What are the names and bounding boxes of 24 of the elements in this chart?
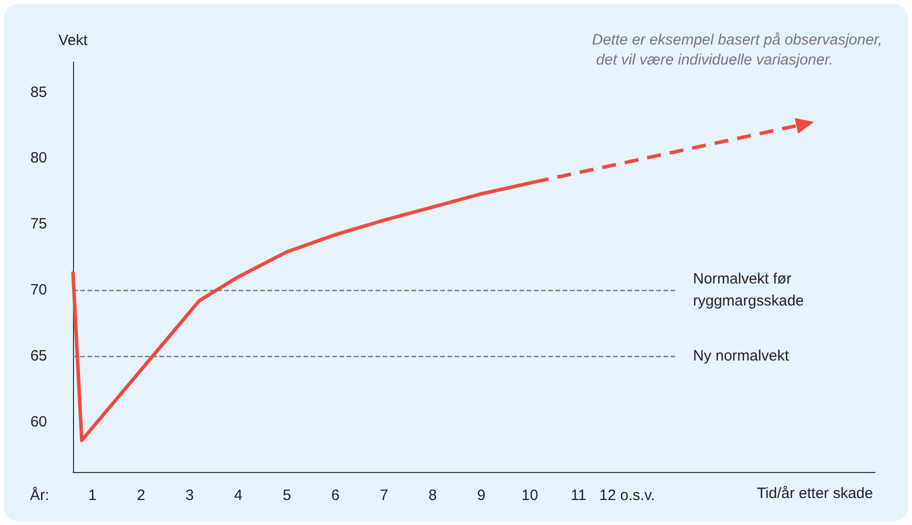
x-tick-label: 9 bbox=[477, 487, 486, 504]
y-axis-title: Vekt bbox=[58, 32, 88, 49]
x-tick-label: 11 bbox=[570, 487, 586, 504]
ref-line-label: Ny normalvekt bbox=[693, 347, 790, 364]
annotation: Dette er eksempel basert på observasjoner, det vil være individuelle variasjoner. bbox=[592, 32, 882, 68]
text: År: bbox=[30, 486, 50, 504]
x-tick-label: 3 bbox=[185, 487, 194, 504]
x-tick-label: 2 bbox=[136, 487, 146, 504]
x-tick-label: 1 bbox=[88, 487, 97, 504]
x-tick-label: 12 o.s.v. bbox=[599, 487, 655, 504]
x-tick-label: 10 bbox=[522, 487, 538, 504]
x-axis-title: Tid/år etter skade bbox=[756, 485, 873, 502]
y-tick-label: 85 bbox=[30, 84, 47, 101]
y-tick-label: 65 bbox=[30, 347, 47, 364]
y-tick-label: 60 bbox=[30, 413, 47, 430]
x-tick-label: 6 bbox=[331, 487, 340, 504]
x-tick-label: 4 bbox=[234, 487, 242, 504]
x-tick-label: 7 bbox=[380, 487, 388, 504]
ref-line-label: Normalvekt før ryggmargsskade bbox=[693, 270, 804, 310]
x-tick-label: 5 bbox=[282, 487, 292, 504]
y-tick-label: 80 bbox=[30, 150, 47, 167]
y-tick-label: 70 bbox=[30, 282, 47, 299]
x-tick-label: 8 bbox=[428, 487, 437, 504]
y-tick-label: 75 bbox=[30, 216, 47, 233]
